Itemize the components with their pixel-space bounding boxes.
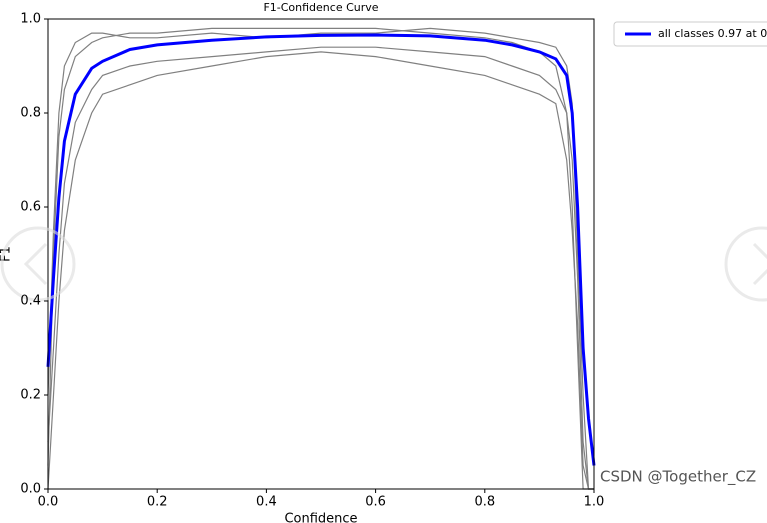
x-tick-label: 0.8 — [474, 495, 495, 510]
y-tick-label: 0.4 — [20, 294, 41, 309]
y-tick-label: 0.6 — [20, 200, 41, 215]
legend-box — [613, 21, 767, 47]
nav-next[interactable] — [724, 226, 767, 302]
chart-title: F1-Confidence Curve — [263, 1, 378, 14]
series-line — [46, 33, 596, 466]
x-tick-label: 0.6 — [365, 495, 386, 510]
x-tick-label: 0.0 — [38, 495, 59, 510]
x-axis-label: Confidence — [284, 512, 357, 523]
y-tick-label: 0.8 — [20, 106, 41, 121]
x-tick-label: 1.0 — [584, 495, 605, 510]
plot-frame — [47, 18, 595, 490]
watermark: CSDN @Together_CZ — [600, 468, 756, 487]
y-tick-label: 0.0 — [20, 482, 41, 497]
nav-prev[interactable] — [0, 226, 76, 302]
x-tick-label: 0.4 — [256, 495, 277, 510]
x-tick-label: 0.2 — [147, 495, 168, 510]
y-tick-label: 1.0 — [20, 12, 41, 27]
y-tick-label: 0.2 — [20, 388, 41, 403]
class-line — [47, 46, 594, 490]
class-line — [47, 27, 594, 490]
class-line — [47, 27, 594, 490]
class-line — [47, 51, 594, 490]
legend-label: all classes 0.97 at 0 — [658, 27, 767, 40]
